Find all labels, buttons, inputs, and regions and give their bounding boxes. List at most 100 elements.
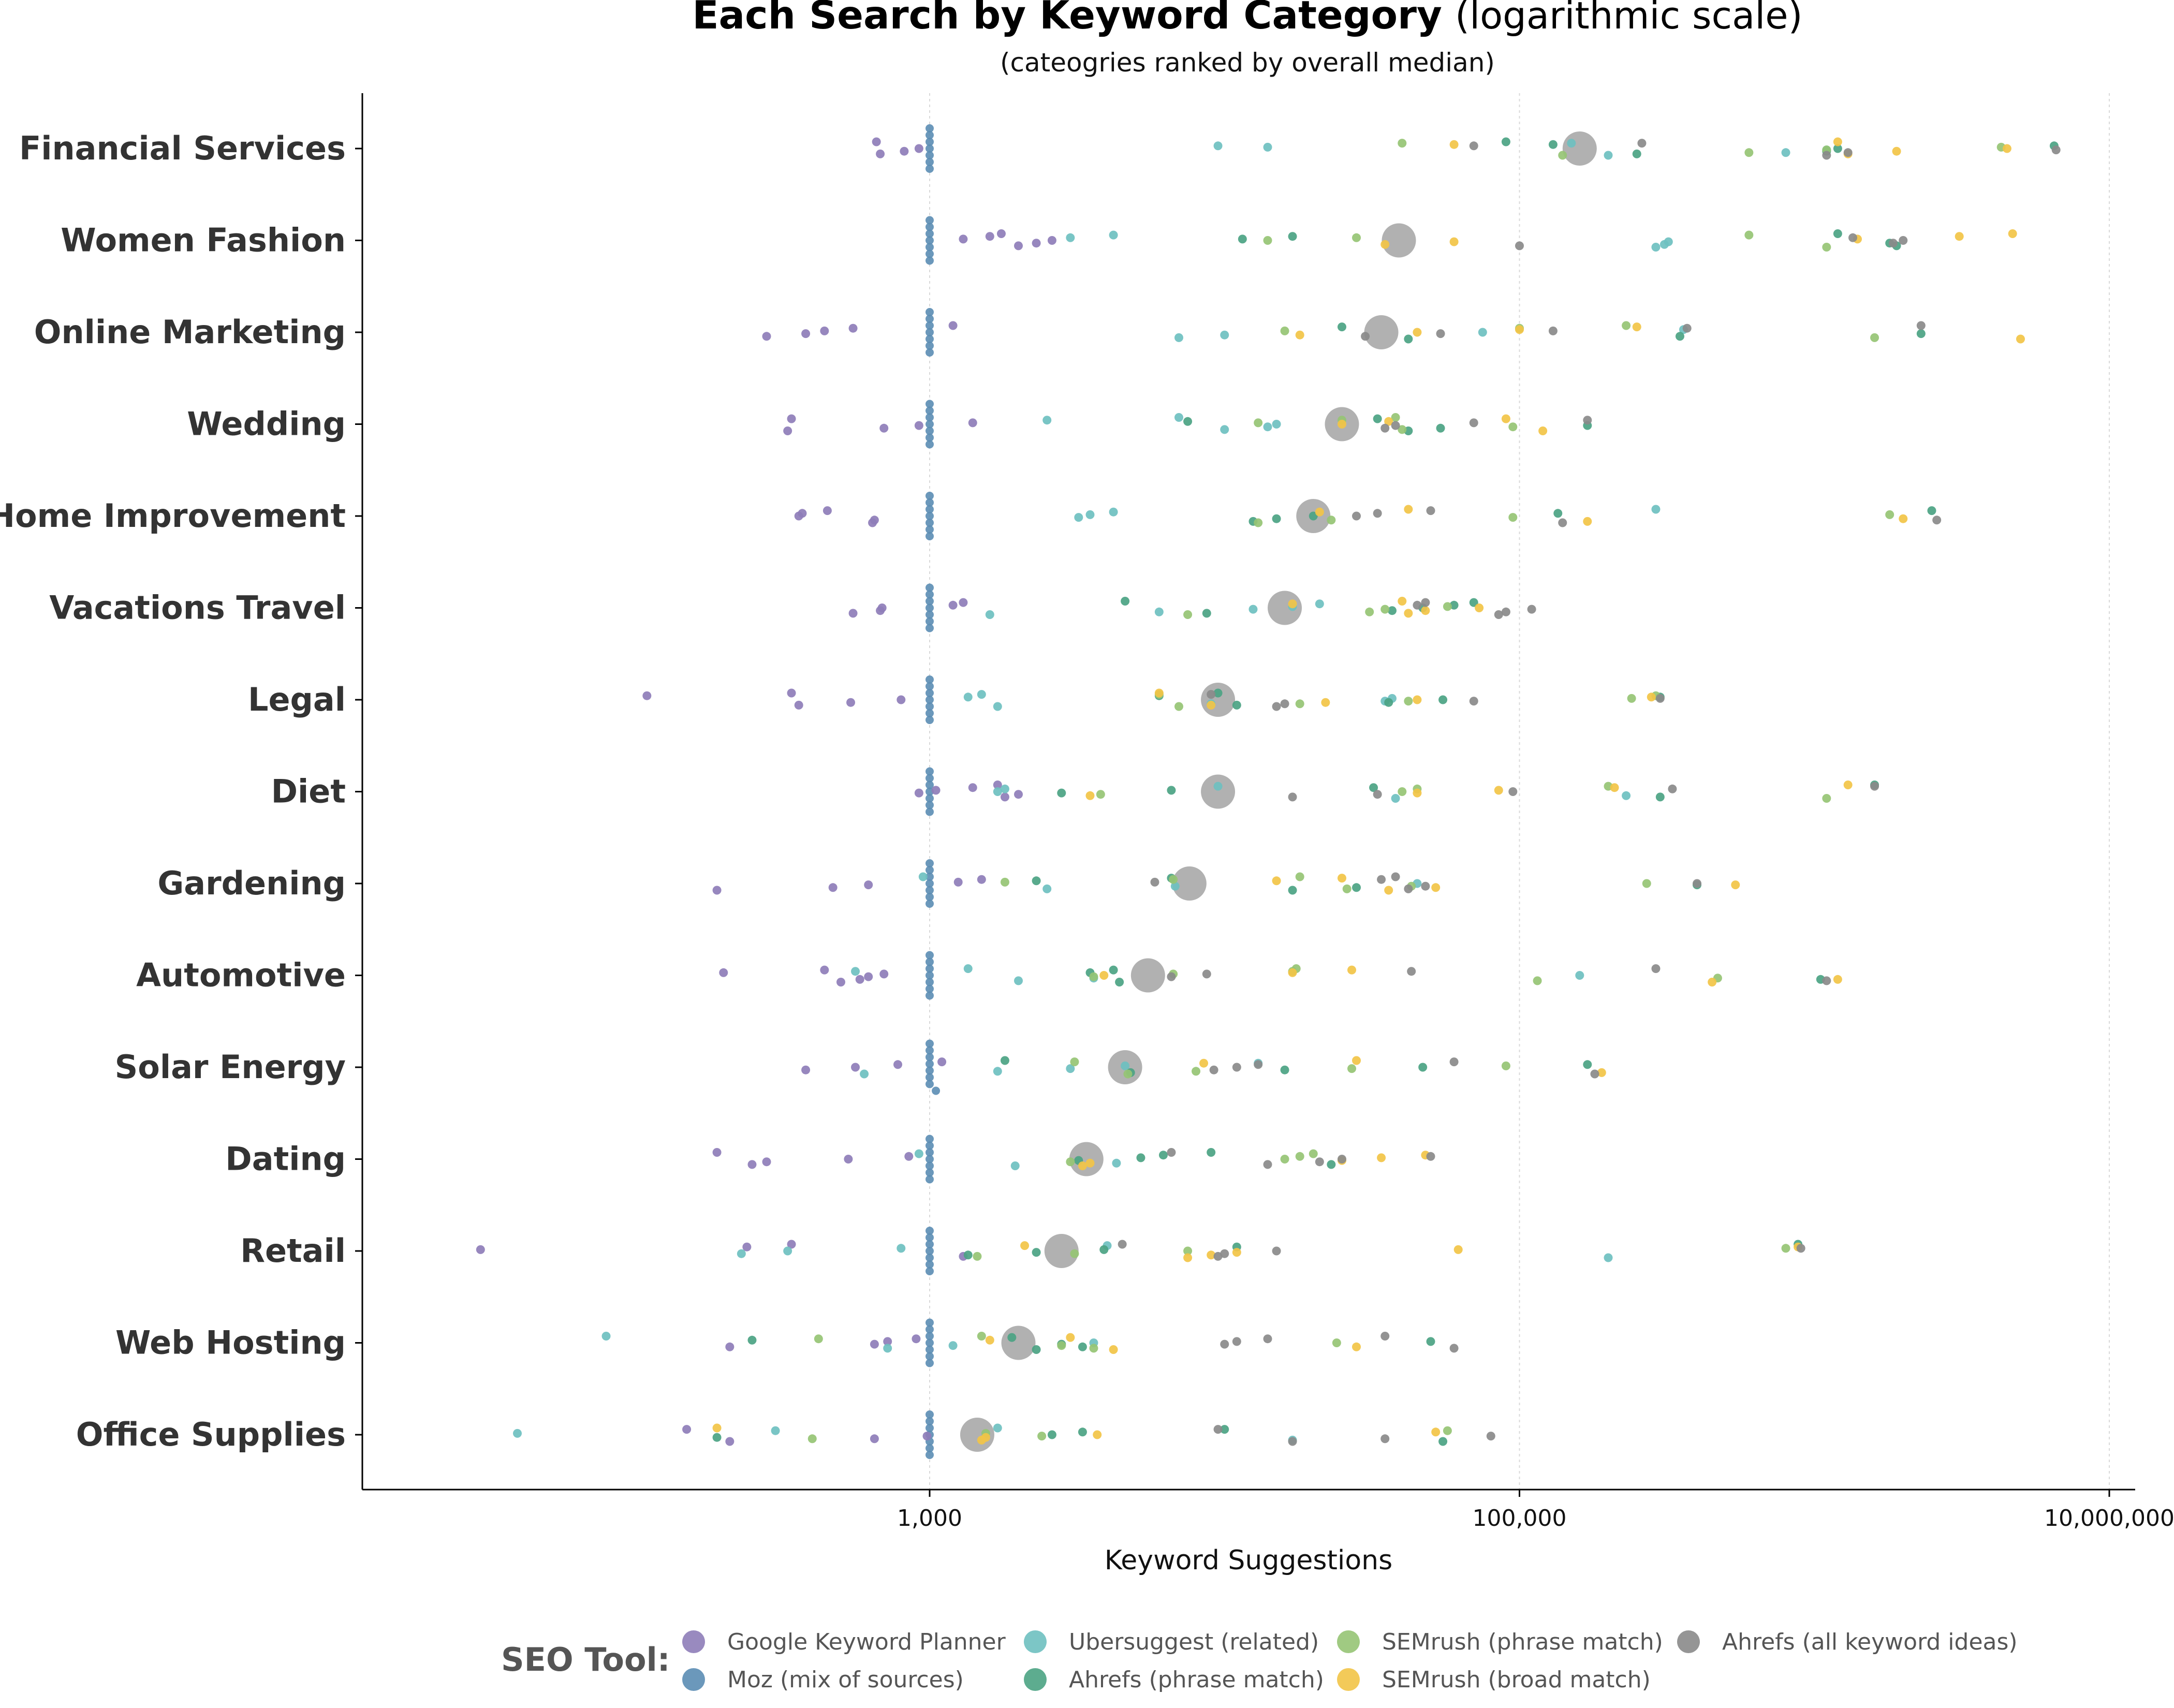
point-moz xyxy=(926,1260,934,1269)
point-gkp xyxy=(900,146,909,156)
point-smb xyxy=(1199,1058,1209,1068)
point-ubs xyxy=(1174,413,1183,422)
point-aha xyxy=(1167,1148,1176,1157)
point-ahp xyxy=(1632,149,1641,158)
point-ubs xyxy=(985,610,994,619)
point-moz xyxy=(926,1053,934,1062)
legend-label-moz: Moz (mix of sources) xyxy=(727,1667,964,1693)
point-aha xyxy=(1843,148,1853,157)
point-moz xyxy=(926,1148,934,1157)
median-marker xyxy=(1044,1234,1079,1268)
point-smb xyxy=(1404,505,1413,514)
point-gkp xyxy=(820,965,829,975)
point-aha xyxy=(1558,518,1567,527)
point-gkp xyxy=(876,149,885,158)
point-smb xyxy=(1538,426,1548,435)
point-ubs xyxy=(1121,1061,1130,1070)
point-gkp xyxy=(783,426,792,435)
point-gkp xyxy=(985,232,994,241)
point-ubs xyxy=(1010,1161,1020,1170)
point-smb xyxy=(2016,334,2025,344)
point-ubs xyxy=(914,1149,923,1158)
point-gkp xyxy=(872,137,881,146)
point-smp xyxy=(1885,510,1894,519)
point-ubs xyxy=(1604,1253,1613,1262)
point-ahp xyxy=(1136,1153,1145,1162)
point-ahp xyxy=(1438,695,1448,704)
point-smp xyxy=(1280,1155,1289,1164)
point-ahp xyxy=(1352,883,1361,892)
point-smp xyxy=(1183,610,1193,619)
point-moz xyxy=(926,342,934,350)
point-smb xyxy=(1207,700,1216,710)
point-ubs xyxy=(1109,230,1118,240)
point-smp xyxy=(1123,1069,1133,1079)
point-aha xyxy=(1848,233,1858,242)
median-marker xyxy=(1001,1326,1036,1360)
point-aha xyxy=(1449,1057,1459,1067)
point-gkp xyxy=(725,1342,735,1351)
point-ahp xyxy=(1675,332,1684,341)
point-ahp xyxy=(1449,600,1459,610)
point-smb xyxy=(985,1335,994,1345)
point-aha xyxy=(1232,1337,1241,1346)
point-moz xyxy=(926,1359,934,1367)
point-aha xyxy=(1361,332,1370,341)
category-label: Gardening xyxy=(157,864,346,902)
point-smp xyxy=(1744,230,1754,240)
point-aha xyxy=(1583,416,1592,425)
point-smb xyxy=(1647,693,1656,702)
point-ubs xyxy=(883,1344,892,1353)
point-smb xyxy=(1833,137,1842,146)
point-aha xyxy=(1280,699,1289,709)
point-ahp xyxy=(1469,598,1478,607)
point-moz xyxy=(926,505,934,513)
point-ubs xyxy=(1263,142,1272,152)
point-moz xyxy=(926,243,934,252)
point-smp xyxy=(1089,1344,1098,1353)
point-ubs xyxy=(1066,233,1075,242)
point-ubs xyxy=(963,693,973,702)
point-ubs xyxy=(993,787,1002,796)
point-moz xyxy=(926,223,934,231)
point-ubs xyxy=(601,1332,611,1341)
point-ubs xyxy=(948,1341,958,1350)
point-moz xyxy=(926,131,934,139)
point-moz xyxy=(926,151,934,159)
point-smp xyxy=(1508,513,1518,522)
point-moz xyxy=(926,1247,934,1255)
point-moz xyxy=(926,866,934,874)
point-smp xyxy=(1309,1149,1318,1158)
point-smp xyxy=(1342,884,1352,893)
point-aha xyxy=(1254,1060,1263,1069)
point-gkp xyxy=(904,1152,914,1161)
point-ubs xyxy=(1074,513,1083,522)
legend-title: SEO Tool: xyxy=(501,1641,670,1678)
point-gkp xyxy=(1047,236,1056,245)
x-tick-label: 10,000,000 xyxy=(2044,1505,2174,1532)
point-smp xyxy=(1169,875,1178,884)
point-moz xyxy=(926,1168,934,1177)
point-ahp xyxy=(1833,144,1842,153)
point-gkp xyxy=(820,326,829,335)
point-smb xyxy=(1352,1342,1361,1351)
point-gkp xyxy=(914,788,923,798)
point-moz xyxy=(926,702,934,711)
point-moz xyxy=(926,1227,934,1235)
point-smp xyxy=(1642,879,1651,888)
point-ubs xyxy=(1220,425,1229,434)
point-aha xyxy=(1391,872,1400,881)
point-ahp xyxy=(1032,1345,1041,1354)
point-aha xyxy=(1380,423,1390,433)
category-label: Home Improvement xyxy=(0,497,346,535)
point-ubs xyxy=(1604,151,1613,160)
point-aha xyxy=(1590,1069,1599,1079)
point-gkp xyxy=(948,321,958,330)
point-aha xyxy=(1380,1434,1390,1444)
point-aha xyxy=(1822,151,1831,160)
point-moz xyxy=(926,229,934,238)
point-aha xyxy=(1337,1155,1346,1164)
point-smp xyxy=(1057,1341,1066,1350)
point-aha xyxy=(1682,323,1692,333)
point-moz xyxy=(926,978,934,986)
